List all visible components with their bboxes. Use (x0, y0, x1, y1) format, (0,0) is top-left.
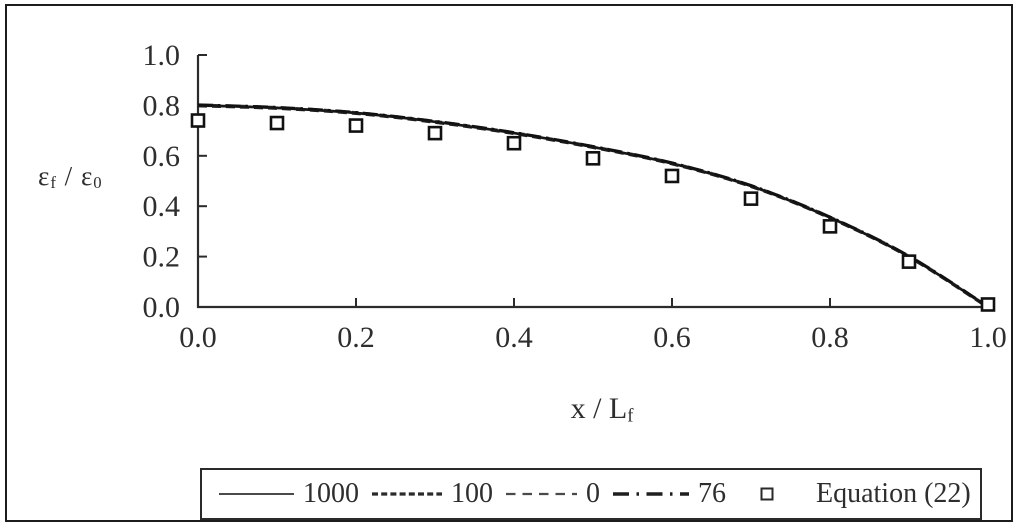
curve-0 (197, 103, 989, 307)
svg-text:0.2: 0.2 (143, 241, 181, 274)
legend-label: Equation (22) (816, 478, 971, 509)
legend: 1000 100 0 76 Equation (22) (200, 468, 982, 520)
legend-label: 0 (586, 478, 600, 509)
dense-dashed-line-swatch-icon (372, 492, 442, 496)
x-axis-tick-labels: 0.0 0.2 0.4 0.6 0.8 1.0 (179, 321, 1007, 354)
y-axis-title-symbol: ε (38, 161, 51, 191)
x-axis-title-subscript: f (627, 405, 634, 427)
legend-item-1000: 1000 (218, 478, 371, 510)
svg-text:0.0: 0.0 (143, 291, 181, 324)
y-axis-tick-labels: 0.0 0.2 0.4 0.6 0.8 1.0 (143, 39, 181, 324)
svg-text:1.0: 1.0 (143, 39, 181, 72)
square-marker (664, 168, 680, 184)
y-axis-title: εf / ε0 (38, 161, 168, 193)
square-marker (506, 135, 522, 151)
legend-label: 1000 (303, 478, 359, 509)
square-marker (585, 151, 601, 166)
legend-item-equation-22: Equation (22) (738, 478, 971, 510)
dash-dot-line-swatch-icon (613, 492, 689, 496)
square-marker (743, 191, 759, 206)
square-marker (901, 254, 917, 269)
y-axis-ticks (198, 54, 207, 308)
y-axis-title-subscript: f (50, 173, 57, 192)
figure-frame (5, 4, 1013, 522)
legend-item-0: 0 (505, 478, 612, 510)
curves (197, 103, 989, 309)
svg-text:0.6: 0.6 (143, 140, 181, 173)
x-axis-title-text: x / L (570, 392, 628, 425)
x-axis-title: x / Lf (517, 392, 687, 427)
legend-label: 76 (698, 478, 726, 509)
svg-text:0.6: 0.6 (653, 321, 691, 354)
square-marker-swatch-icon (760, 487, 774, 501)
square-marker (980, 297, 996, 312)
curve-100 (197, 105, 989, 309)
x-axis-ticks (197, 298, 989, 307)
y-axis-title-symbol2: ε (80, 161, 94, 191)
svg-text:0.2: 0.2 (337, 321, 375, 354)
svg-text:0.4: 0.4 (495, 321, 533, 354)
svg-text:0.0: 0.0 (179, 321, 217, 354)
y-axis-title-subscript2: 0 (93, 173, 103, 192)
square-marker (190, 113, 206, 128)
solid-line-swatch-icon (219, 493, 294, 495)
sparse-dashed-line-swatch-icon (506, 492, 577, 496)
svg-text:1.0: 1.0 (969, 321, 1007, 354)
svg-text:0.8: 0.8 (811, 321, 849, 354)
legend-item-100: 100 (371, 478, 505, 510)
data-point-markers (190, 113, 996, 312)
curve-76 (197, 103, 989, 308)
curve-1000 (197, 104, 989, 309)
svg-text:0.4: 0.4 (143, 190, 181, 223)
square-marker (269, 115, 285, 131)
square-marker (427, 125, 443, 141)
square-marker (348, 118, 364, 133)
square-marker (822, 219, 838, 234)
legend-label: 100 (451, 478, 493, 509)
axes-lines (196, 55, 988, 309)
legend-item-76: 76 (612, 478, 738, 510)
svg-text:0.8: 0.8 (143, 89, 181, 122)
y-axis-title-separator: / (56, 161, 81, 191)
